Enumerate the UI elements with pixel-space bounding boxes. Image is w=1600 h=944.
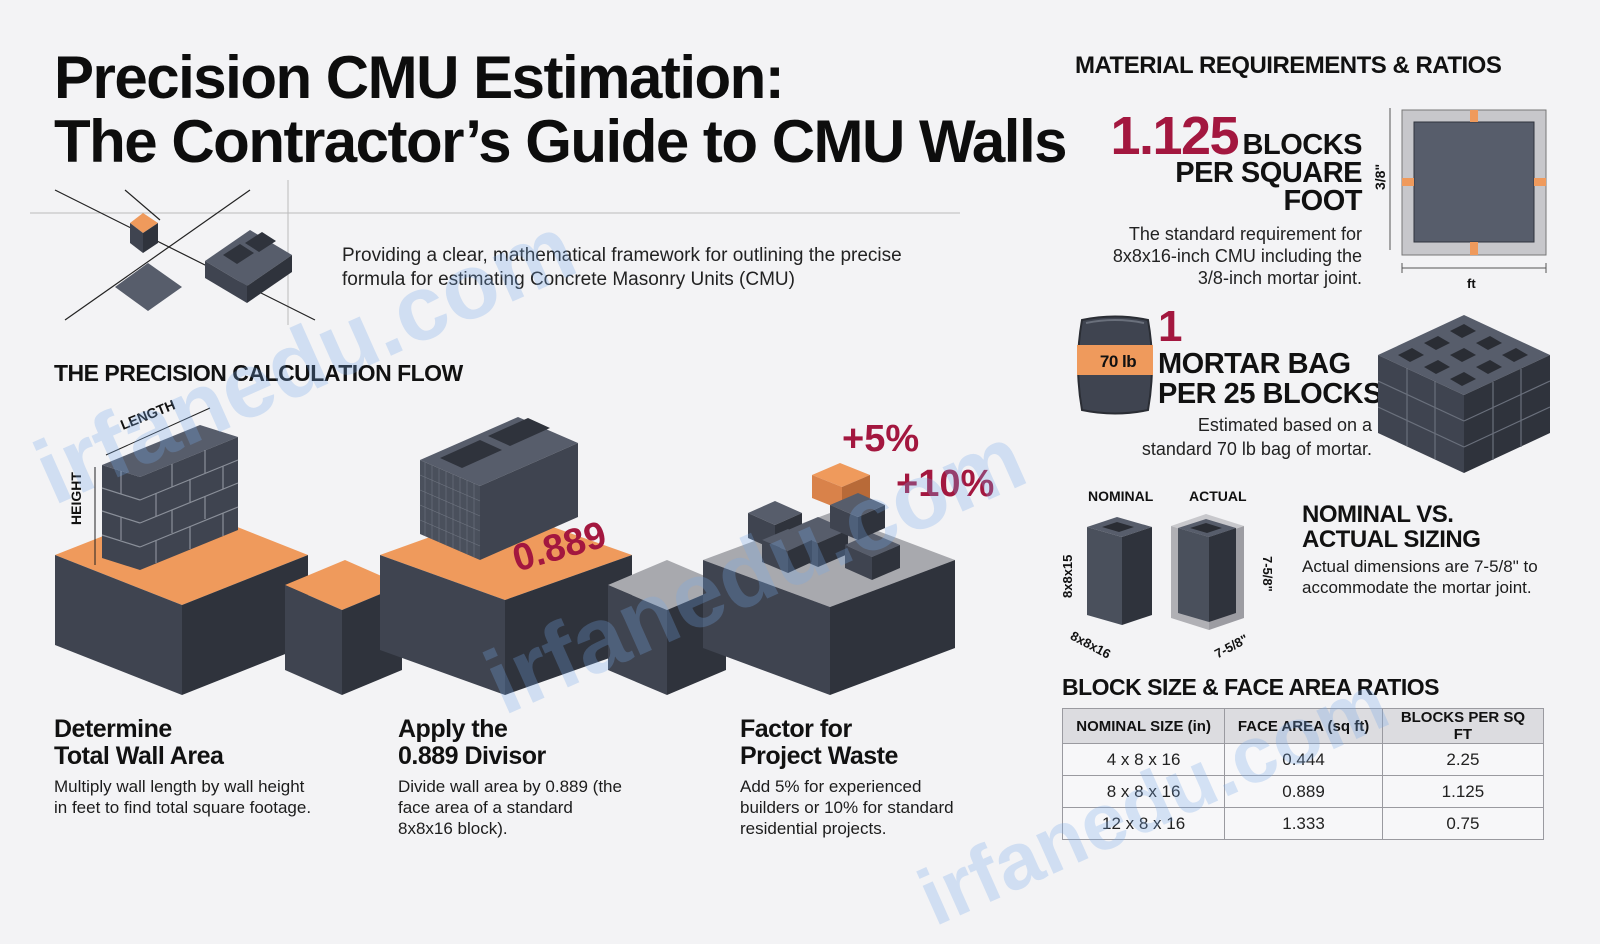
ft-label: ft: [1467, 276, 1476, 291]
flow-illustration: [55, 407, 955, 695]
step2-desc: Divide wall area by 0.889 (the face area…: [398, 777, 622, 838]
cmu-block: [419, 417, 578, 560]
flow-heading: THE PRECISION CALCULATION FLOW: [54, 360, 463, 386]
sizing-heading-l2: ACTUAL SIZING: [1302, 526, 1481, 553]
mortar-desc: Estimated based on a standard 70 lb bag …: [1100, 414, 1372, 460]
mortar-joint-diagram: [1389, 108, 1547, 273]
mortar-unit-l2: PER 25 BLOCKS: [1158, 378, 1382, 410]
table-header-row: NOMINAL SIZE (in) FACE AREA (sq ft) BLOC…: [1061, 708, 1545, 744]
mortar-unit-l1: MORTAR BAG: [1158, 348, 1351, 380]
sizing-info: NOMINAL VS. ACTUAL SIZING Actual dimensi…: [1302, 502, 1567, 598]
col-blocks-per-sqft: BLOCKS PER SQ FT: [1381, 708, 1545, 744]
wireframe-illustration: [30, 180, 960, 325]
nominal-dim-side: 8x8x15: [1060, 554, 1075, 598]
table-row: 12 x 8 x 16 1.333 0.75: [1061, 807, 1545, 840]
table-heading: BLOCK SIZE & FACE AREA RATIOS: [1062, 674, 1439, 700]
cell-blocks: 2.25: [1381, 743, 1545, 776]
step-apply-divisor: Apply the 0.889 Divisor Divide wall area…: [398, 716, 628, 839]
nominal-label: NOMINAL: [1088, 488, 1154, 504]
waste-5-label: +5%: [842, 418, 920, 460]
cell-size: 4 x 8 x 16: [1061, 743, 1226, 776]
page-title: Precision CMU Estimation: The Contractor…: [54, 44, 1068, 175]
step3-desc: Add 5% for experienced builders or 10% f…: [740, 777, 954, 838]
step-determine-area: Determine Total Wall Area Multiply wall …: [54, 716, 314, 818]
cell-blocks: 0.75: [1381, 807, 1545, 840]
step1-title-l2: Total Wall Area: [54, 742, 224, 770]
waste-10-label: +10%: [896, 463, 995, 505]
blocks-unit-l1: BLOCKS: [1242, 129, 1363, 161]
mortar-desc-l1: Estimated based on a: [1197, 415, 1372, 435]
blocks-value: 1.125: [1110, 106, 1239, 166]
mortar-value: 1: [1158, 302, 1183, 351]
materials-heading: MATERIAL REQUIREMENTS & RATIOS: [1075, 52, 1502, 79]
block-stack-icon: [1378, 315, 1550, 473]
actual-label: ACTUAL: [1189, 488, 1247, 504]
blocks-desc-l3: 3/8-inch mortar joint.: [1197, 268, 1362, 288]
joint-label: 3/8": [1372, 163, 1388, 190]
step3-title-l1: Factor for: [740, 715, 852, 743]
col-face-area: FACE AREA (sq ft): [1224, 708, 1383, 744]
blocks-per-sqft: 1.125 BLOCKS PER SQUARE FOOT The standar…: [1100, 105, 1362, 289]
actual-block-icon: [1171, 514, 1244, 630]
blocks-desc-l2: 8x8x16-inch CMU including the: [1112, 246, 1362, 266]
title-line-2: The Contractor’s Guide to CMU Walls: [54, 108, 1068, 175]
cell-face-area: 1.333: [1224, 807, 1383, 840]
ratio-table: NOMINAL SIZE (in) FACE AREA (sq ft) BLOC…: [1061, 708, 1545, 840]
sizing-heading-l1: NOMINAL VS.: [1302, 501, 1454, 528]
step2-title-l1: Apply the: [398, 715, 508, 743]
mortar-ratio: 1 MORTAR BAG PER 25 BLOCKS: [1158, 302, 1382, 410]
step2-title-l2: 0.889 Divisor: [398, 742, 546, 770]
block-pile: [748, 463, 900, 580]
blocks-desc-l1: The standard requirement for: [1128, 224, 1362, 244]
actual-dim-side: 7-5/8": [1260, 556, 1275, 592]
title-line-1: Precision CMU Estimation:: [54, 44, 785, 111]
height-label: HEIGHT: [68, 472, 84, 525]
brick-wall: [101, 425, 239, 570]
mortar-desc-l2: standard 70 lb bag of mortar.: [1141, 439, 1372, 459]
sizing-desc: Actual dimensions are 7-5/8" to accommod…: [1302, 557, 1538, 597]
step3-title-l2: Project Waste: [740, 742, 898, 770]
step1-base-block: [55, 505, 308, 695]
mortar-bag-icon: [1077, 315, 1153, 415]
cell-size: 8 x 8 x 16: [1061, 775, 1226, 808]
col-nominal-size: NOMINAL SIZE (in): [1061, 708, 1226, 744]
step1-desc: Multiply wall length by wall height in f…: [54, 777, 312, 817]
cell-size: 12 x 8 x 16: [1061, 807, 1226, 840]
step-project-waste: Factor for Project Waste Add 5% for expe…: [740, 716, 980, 839]
blocks-unit-l2: PER SQUARE FOOT: [1175, 157, 1362, 217]
cell-blocks: 1.125: [1381, 775, 1545, 808]
step1-title-l1: Determine: [54, 715, 172, 743]
table-row: 4 x 8 x 16 0.444 2.25: [1061, 743, 1545, 776]
cell-face-area: 0.444: [1224, 743, 1383, 776]
page-subtitle: Providing a clear, mathematical framewor…: [342, 245, 902, 290]
cell-face-area: 0.889: [1224, 775, 1383, 808]
table-row: 8 x 8 x 16 0.889 1.125: [1061, 775, 1545, 808]
bag-label: 70 lb: [1099, 352, 1137, 371]
nominal-block-icon: [1087, 517, 1152, 625]
